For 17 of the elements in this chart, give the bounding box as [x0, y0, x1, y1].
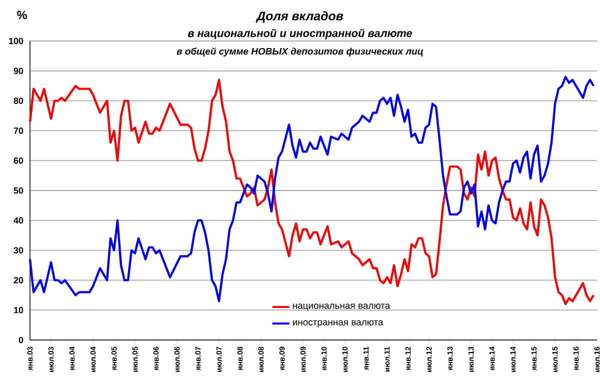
y-tick-label: 40	[14, 217, 24, 224]
y-tick-label: 0	[18, 336, 24, 344]
y-tick-label: 60	[14, 157, 24, 164]
y-tick-label: 10	[14, 306, 24, 314]
y-tick-label: 20	[14, 277, 24, 284]
y-tick-label: 100	[9, 38, 24, 44]
y-axis-title: %	[16, 10, 28, 20]
chart-title: Доля вкладов	[256, 11, 344, 23]
legend-label: национальная валюта	[292, 304, 390, 311]
y-tick-label: 50	[14, 187, 24, 194]
annotation: в общей сумме НОВЫХ депозитов физических лиц	[176, 47, 423, 57]
y-tick-label: 70	[14, 128, 24, 134]
legend-label: иностранная валюта	[292, 320, 384, 328]
y-tick-label: 90	[14, 68, 24, 74]
y-tick-label: 80	[14, 98, 24, 104]
y-tick-label: 30	[14, 247, 24, 254]
chart-subtitle: в национальной и иностранной валюте	[188, 28, 412, 40]
